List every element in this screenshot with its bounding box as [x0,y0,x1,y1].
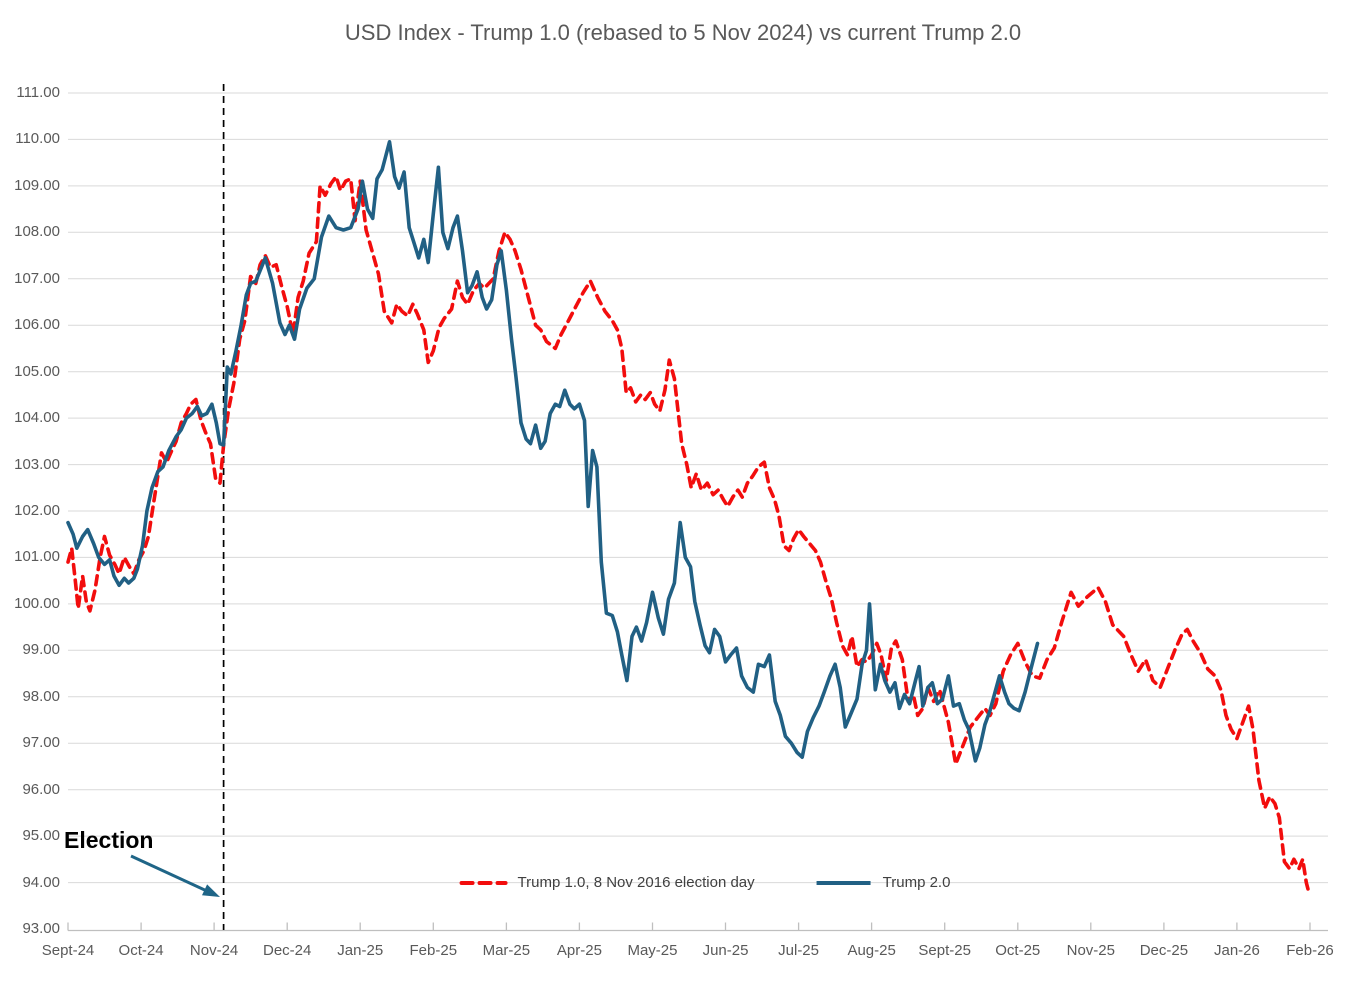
y-axis-label: 94.00 [22,873,60,891]
chart-legend: Trump 1.0, 8 Nov 2016 election day Trump … [459,874,951,891]
x-axis-label: Sept-24 [41,942,95,959]
y-axis-label: 96.00 [22,780,60,798]
trump2-series-line [66,140,1040,763]
y-axis-label: 99.00 [22,641,60,659]
x-axis-label: Jan-26 [1214,942,1260,959]
x-axis-label: Mar-25 [482,942,531,959]
y-axis-label: 100.00 [14,594,60,612]
y-axis-label: 101.00 [14,548,60,566]
y-axis-label: 107.00 [14,269,60,287]
trump1-series-line [66,174,1312,896]
legend-item-trump2: Trump 2.0 [815,874,951,891]
trump1-legend-marker [459,880,508,885]
legend-item-trump1: Trump 1.0, 8 Nov 2016 election day [459,874,755,891]
x-axis-label: May-25 [627,942,678,959]
legend-label: Trump 2.0 [882,874,951,891]
election-arrow-shaft [130,854,209,893]
x-axis-label: Jul-25 [778,942,819,959]
x-axis-label: Nov-25 [1066,942,1115,959]
x-axis-label: Sept-25 [918,942,971,959]
y-axis-label: 111.00 [16,84,60,101]
x-axis-label: Dec-25 [1139,942,1189,959]
x-axis-label: Feb-25 [409,942,458,959]
y-axis-label: 102.00 [14,502,60,519]
y-axis-label: 95.00 [22,827,60,845]
x-axis-label: Jun-25 [702,942,749,959]
chart-title: USD Index - Trump 1.0 (rebased to 5 Nov … [344,20,1022,45]
y-axis-label: 104.00 [14,409,60,427]
x-axis-label: Oct-24 [118,942,164,959]
x-axis-label: Dec-24 [262,942,312,959]
y-axis-label: 106.00 [14,316,60,334]
election-annotation-label: Election [64,827,154,853]
y-axis-label: 110.00 [15,130,60,148]
x-axis-label: Feb-26 [1286,942,1334,959]
y-axis-label: 108.00 [14,223,60,241]
y-axis-label: 93.00 [22,920,60,937]
y-axis-label: 109.00 [14,176,60,194]
trump2-legend-marker [816,880,871,885]
x-axis-label: Jan-25 [337,942,384,959]
y-axis-label: 97.00 [22,734,60,752]
election-arrow-head [202,884,220,897]
y-axis-label: 103.00 [14,455,60,473]
x-axis-label: Aug-25 [847,942,896,959]
x-axis-label: Apr-25 [556,942,602,959]
x-axis-label: Oct-25 [995,942,1041,959]
x-axis-label: Nov-24 [189,942,239,959]
y-axis-label: 105.00 [14,362,60,380]
y-axis-label: 98.00 [22,687,60,705]
legend-label: Trump 1.0, 8 Nov 2016 election day [517,874,755,891]
